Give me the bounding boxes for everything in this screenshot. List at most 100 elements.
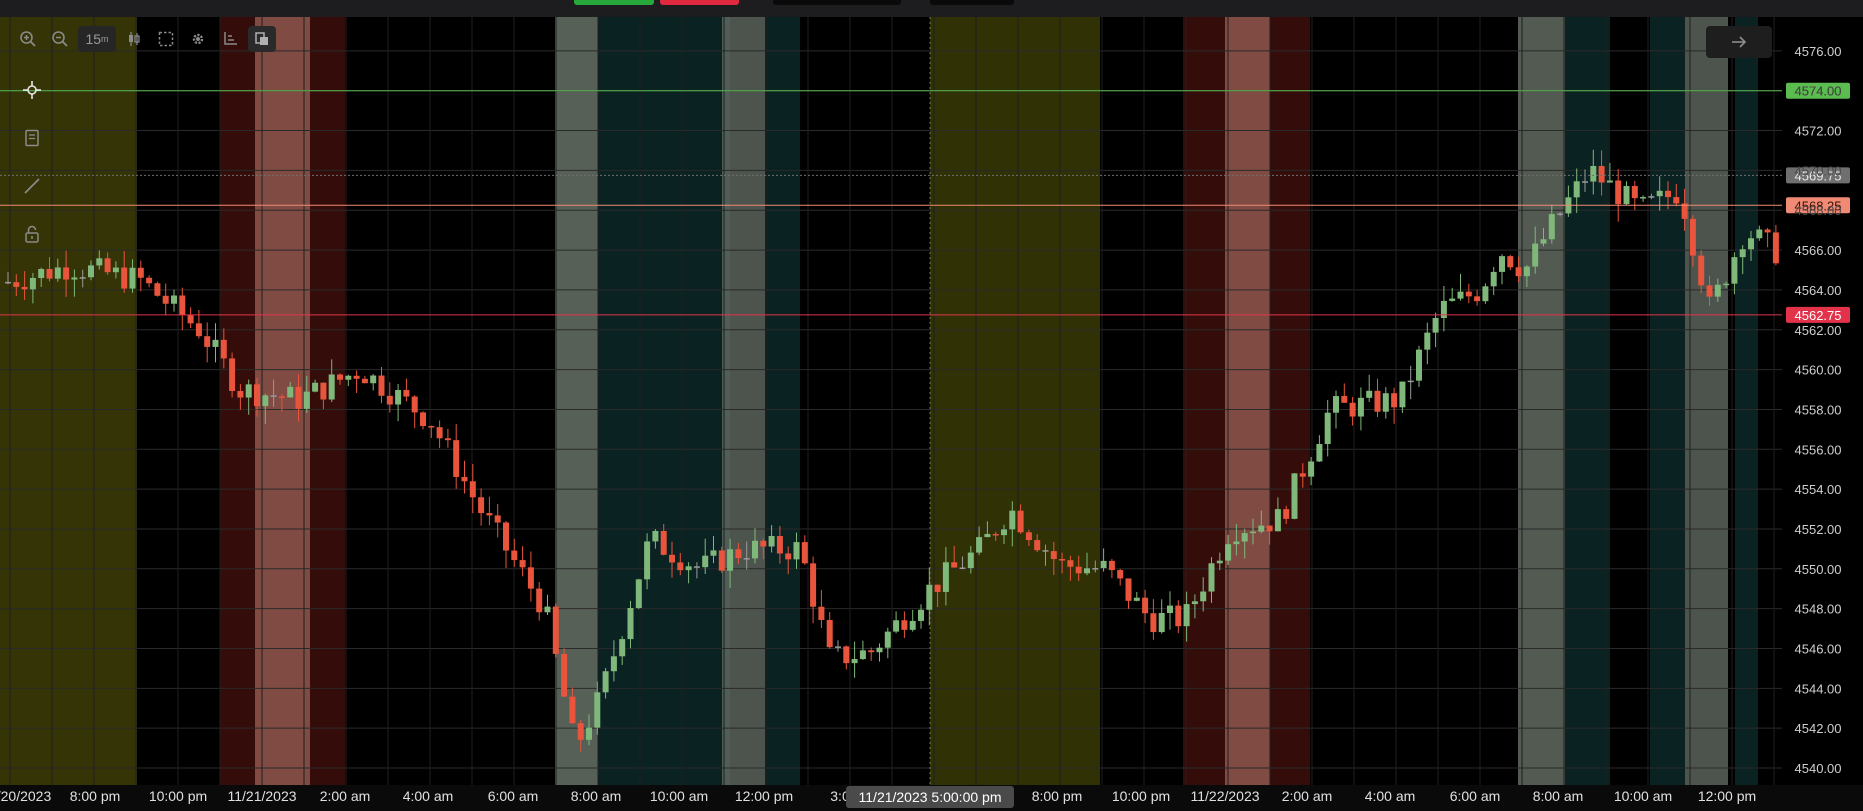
candle xyxy=(278,394,285,412)
candle xyxy=(1490,266,1497,296)
quantity-field[interactable] xyxy=(773,0,901,5)
candle xyxy=(1299,463,1306,488)
candle xyxy=(743,541,750,570)
candle xyxy=(1739,245,1746,275)
candle xyxy=(1723,281,1730,288)
session-band xyxy=(930,17,1100,785)
price-line-label: 4569.75 xyxy=(1795,168,1842,183)
candle-body xyxy=(428,426,435,428)
candle-body xyxy=(644,541,651,580)
candle-body xyxy=(46,269,53,279)
candle xyxy=(586,714,592,746)
candle xyxy=(768,525,775,553)
candle-body xyxy=(718,550,725,571)
candle-body xyxy=(610,656,617,672)
price-line-label: 4568.25 xyxy=(1795,198,1842,213)
axis-icon[interactable] xyxy=(216,26,244,52)
candle-body xyxy=(1515,267,1522,277)
notes-icon[interactable] xyxy=(16,124,48,152)
session-backgrounds xyxy=(0,17,1758,785)
candle-body xyxy=(137,267,144,278)
candle-body xyxy=(1258,525,1265,532)
candle-body xyxy=(245,384,252,398)
chart-toolbar: 15 m xyxy=(14,26,276,52)
candle-body xyxy=(104,258,111,273)
candle-body xyxy=(552,606,559,654)
x-axis-tick-label: 10:00 pm xyxy=(149,788,207,804)
scroll-to-latest-button[interactable] xyxy=(1706,26,1772,58)
candle xyxy=(1424,322,1431,365)
line-icon[interactable] xyxy=(16,172,48,200)
candle-body xyxy=(1665,190,1671,198)
x-axis-tick-label: 10:00 am xyxy=(650,788,708,804)
candle-body xyxy=(337,374,343,380)
y-axis-tick-label: 4576.00 xyxy=(1795,44,1842,59)
session-band xyxy=(1735,17,1758,785)
candle xyxy=(328,359,335,403)
candle-body xyxy=(1698,255,1705,286)
candle xyxy=(312,379,319,393)
gear-icon[interactable] xyxy=(184,26,212,52)
candle-body xyxy=(204,336,211,347)
candle xyxy=(1183,591,1190,642)
candle-body xyxy=(1291,473,1298,519)
y-axis-tick-label: 4570.00 xyxy=(1795,163,1842,178)
candle-body xyxy=(1117,570,1124,579)
candle-body xyxy=(1333,396,1339,413)
candle-body xyxy=(1640,197,1647,199)
session-band xyxy=(1650,17,1685,785)
selection-icon[interactable] xyxy=(152,26,180,52)
candle xyxy=(644,533,651,590)
candle xyxy=(1133,591,1140,602)
sell-button[interactable] xyxy=(660,0,739,5)
unlock-icon[interactable] xyxy=(16,220,48,248)
axes: 4576.00 4574.00 4572.00 4570.00 4568.00 4566.… xyxy=(0,44,1863,811)
candle-body xyxy=(627,608,634,640)
candle xyxy=(494,504,501,538)
candle-body xyxy=(660,530,667,555)
session-band xyxy=(0,17,137,785)
buy-button[interactable] xyxy=(574,0,654,5)
interval-selector[interactable]: 15 m xyxy=(78,26,116,52)
candle-body xyxy=(1540,239,1547,244)
candle xyxy=(1465,283,1472,304)
candle-body xyxy=(926,584,933,610)
candle-body xyxy=(469,481,476,498)
candle-body xyxy=(420,412,426,427)
candle-body xyxy=(1507,256,1514,268)
candle-body xyxy=(1490,271,1497,287)
toggle-switch[interactable] xyxy=(930,0,1014,5)
candle-body xyxy=(652,530,659,542)
candle xyxy=(1349,396,1356,426)
price-chart[interactable]: 4574.00 4569.75 4568.25 4562.75 4576.00 4574.… xyxy=(0,17,1863,811)
y-axis-tick-label: 4568.00 xyxy=(1795,203,1842,218)
session-band xyxy=(1565,17,1610,785)
candle-body xyxy=(1606,180,1613,183)
candle-body xyxy=(586,727,592,740)
candle-body xyxy=(1316,444,1323,462)
y-axis-tick-label: 4548.00 xyxy=(1795,602,1842,617)
candle xyxy=(959,556,966,570)
candle xyxy=(63,250,70,297)
candle xyxy=(718,546,725,574)
crosshair-icon[interactable] xyxy=(16,76,48,104)
candle xyxy=(702,538,709,575)
candle xyxy=(444,428,451,448)
candle xyxy=(1001,524,1007,545)
candle xyxy=(677,552,684,576)
candle xyxy=(420,411,426,430)
candle-body xyxy=(1241,533,1248,542)
candle-body xyxy=(1548,214,1555,240)
candle-body xyxy=(1208,563,1215,592)
y-axis-tick-label: 4574.00 xyxy=(1795,84,1842,99)
zoom-out-icon[interactable] xyxy=(46,26,74,52)
price-line-badge xyxy=(1786,82,1850,99)
zoom-in-icon[interactable] xyxy=(14,26,42,52)
candle xyxy=(1025,529,1032,546)
candle-body xyxy=(187,315,194,324)
candle-body xyxy=(967,552,974,569)
candle-body xyxy=(503,522,509,551)
candles-icon[interactable] xyxy=(120,26,148,52)
candle-body xyxy=(1756,229,1763,239)
layers-icon[interactable] xyxy=(248,26,276,52)
